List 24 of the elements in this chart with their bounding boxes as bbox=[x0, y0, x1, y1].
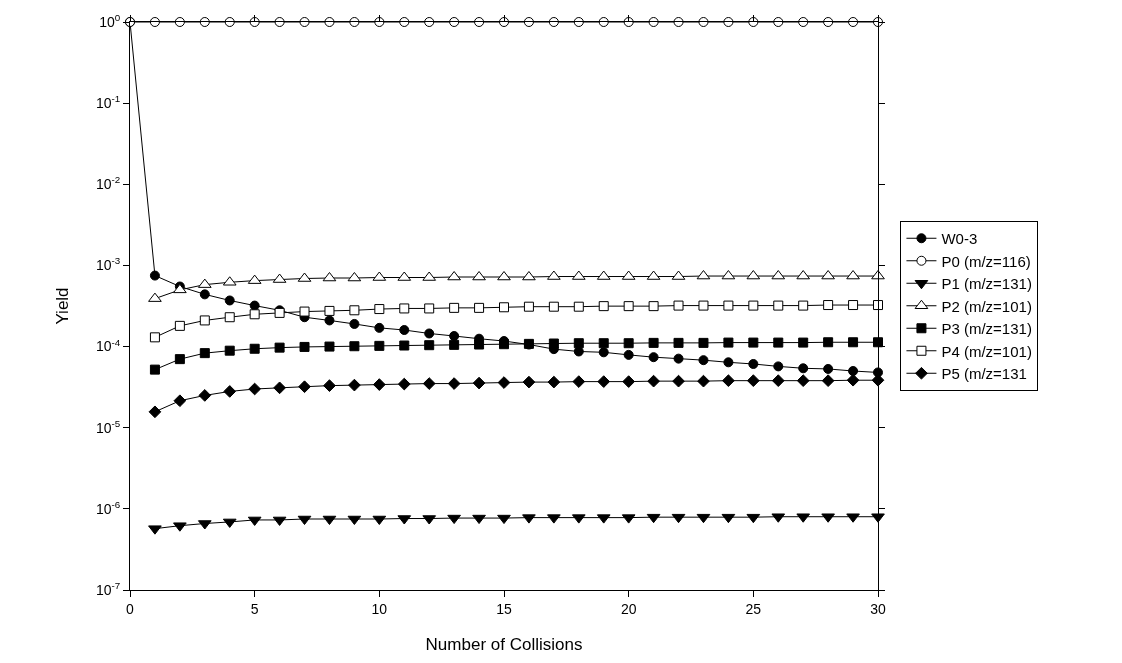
legend-label: P1 (m/z=131) bbox=[941, 275, 1032, 293]
legend-label: W0-3 bbox=[941, 230, 978, 248]
x-tick-label: 30 bbox=[870, 600, 886, 617]
legend-label: P5 (m/z=131 bbox=[941, 365, 1027, 383]
y-tick-label: 10$^{-6}$ bbox=[95, 498, 121, 517]
x-tick-label: 25 bbox=[745, 600, 762, 617]
x-tick-label: 0 bbox=[126, 600, 135, 617]
y-tick-label: 10$^{-1}$ bbox=[95, 93, 121, 112]
y-tick-label: 10$^{-2}$ bbox=[95, 174, 121, 193]
legend-label: P3 (m/z=131) bbox=[941, 320, 1032, 338]
y-tick-label: 10$^{-5}$ bbox=[95, 417, 121, 436]
y-tick-label: 10$^{-7}$ bbox=[95, 580, 121, 598]
x-axis-title: Number of Collisions bbox=[425, 635, 583, 655]
y-tick-label: 10$^{0}$ bbox=[99, 12, 121, 30]
legend-label: P2 (m/z=101) bbox=[941, 297, 1032, 315]
y-tick-label: 10$^{-4}$ bbox=[95, 336, 121, 355]
x-tick-label: 20 bbox=[620, 600, 637, 617]
y-axis-title: Yield bbox=[53, 287, 73, 325]
x-tick-label: 5 bbox=[250, 600, 259, 617]
legend-label: P4 (m/z=101) bbox=[941, 342, 1032, 360]
legend-label: P0 (m/z=116) bbox=[941, 252, 1031, 270]
y-tick-label: 10$^{-3}$ bbox=[95, 255, 121, 274]
x-tick-label: 10 bbox=[371, 600, 388, 617]
x-tick-label: 15 bbox=[496, 600, 512, 617]
